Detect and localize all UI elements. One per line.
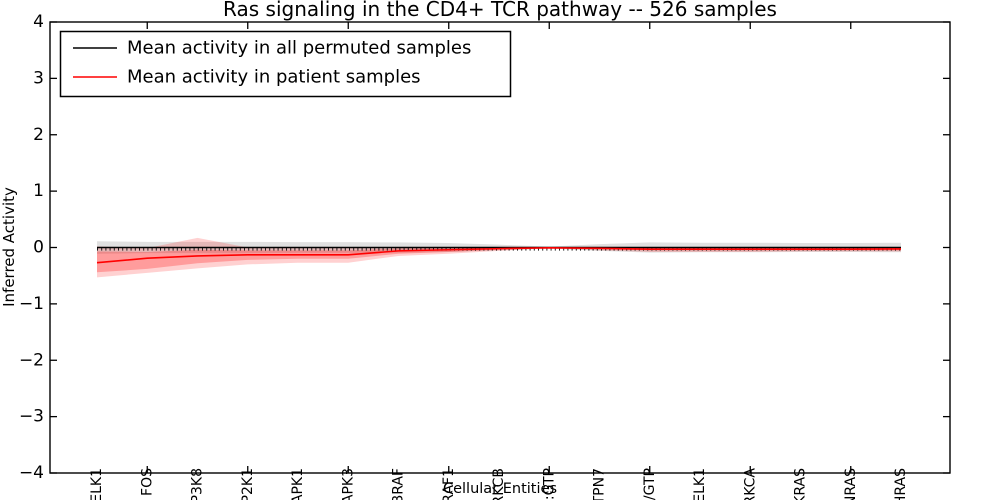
x-tick-label: NRAS [843,468,859,500]
x-tick-label: FOS [139,468,155,496]
y-tick-label: 2 [33,125,44,145]
y-tick-label: −4 [19,463,44,483]
x-tick-label: PRKCA [742,468,758,500]
y-tick-label: 3 [33,68,44,88]
series-lines [96,246,902,264]
legend-label-patient: Mean activity in patient samples [127,67,421,88]
legend: Mean activity in all permuted samples Me… [59,30,512,98]
x-tick-label: RAS family/GTP [642,468,658,500]
x-tick-label: MAP2K1 [240,468,256,500]
y-tick-label: −3 [19,407,44,427]
y-tick-label: −2 [19,350,44,370]
x-tick-label: MAPK3 [340,468,356,500]
x-tick-label: MAP3K8 [190,468,206,500]
y-tick-label: 1 [33,181,44,201]
y-tick-label: 0 [33,238,44,258]
x-tick-label: BRAF [391,468,407,500]
x-tick-label: mol:GTP [541,468,557,500]
y-tick-labels: −4 −3 −2 −1 0 1 2 3 4 [19,12,44,483]
x-tick-label: MAPK1 [290,468,306,500]
x-tick-label: PRKCB [491,468,507,500]
y-tick-label: −1 [19,294,44,314]
legend-box [59,30,512,98]
plot-frame [49,21,951,474]
y-axis-label: Inferred Activity [0,187,18,307]
chart-title: Ras signaling in the CD4+ TCR pathway --… [223,0,777,21]
patient-inner-band [97,247,901,273]
x-tick-label: ELK1 [692,468,708,500]
x-tick-label: KRAS [793,468,809,500]
x-tick-labels: ERK1-2/ELK1 FOS MAP3K8 MAP2K1 MAPK1 MAPK3 BRAF… [89,468,909,504]
x-tick-label: HRAS [893,468,909,500]
y-tick-label: 4 [33,12,44,32]
x-tick-label: ERK1-2/ELK1 [89,468,105,500]
patient-mean-line [96,246,902,264]
x-axis-label: Cellular Entities [443,481,557,497]
x-tick-label: RAF1 [441,468,457,500]
x-tick-label: PTPN7 [592,468,608,500]
legend-label-permuted: Mean activity in all permuted samples [127,38,471,59]
